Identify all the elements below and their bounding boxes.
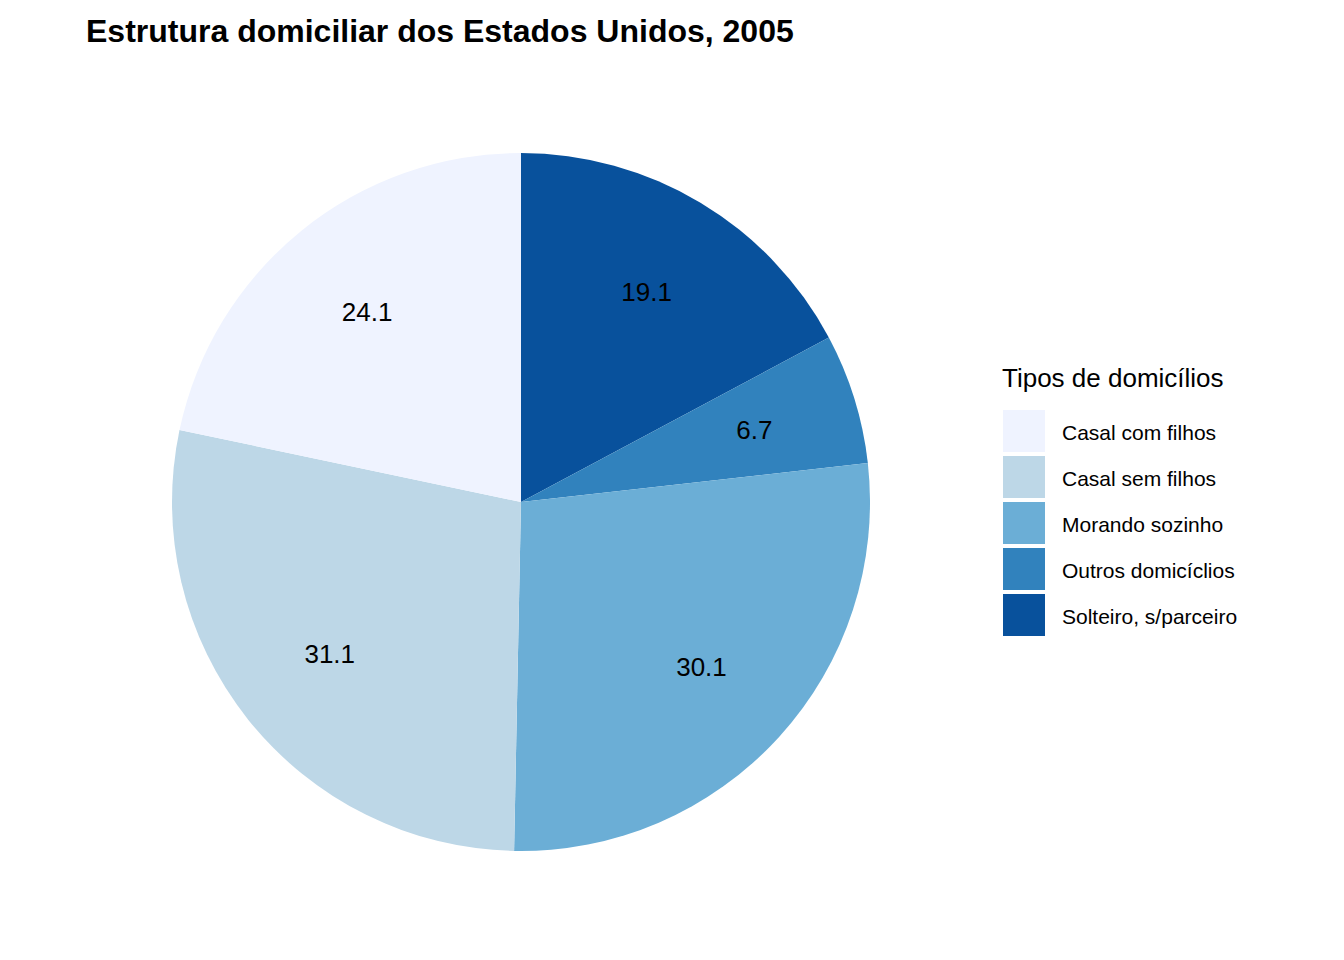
chart: Estrutura domiciliar dos Estados Unidos,… (0, 0, 1344, 960)
legend-key (1003, 456, 1045, 498)
legend-key (1003, 410, 1045, 452)
pie-slice (514, 463, 870, 851)
legend-label: Morando sozinho (1062, 513, 1223, 536)
data-label: 31.1 (304, 639, 355, 669)
legend-label: Casal com filhos (1062, 421, 1216, 444)
legend-label: Solteiro, s/parceiro (1062, 605, 1237, 628)
legend-title: Tipos de domicílios (1002, 363, 1224, 393)
data-label: 6.7 (736, 415, 772, 445)
legend-key (1003, 502, 1045, 544)
data-label: 19.1 (621, 277, 672, 307)
chart-title: Estrutura domiciliar dos Estados Unidos,… (86, 13, 794, 49)
legend-label: Casal sem filhos (1062, 467, 1216, 490)
pie-slice (180, 153, 521, 502)
data-labels: 19.1 6.7 30.1 31.1 24.1 (304, 277, 772, 681)
legend-label: Outros domicíclios (1062, 559, 1235, 582)
legend-key (1003, 548, 1045, 590)
slices (172, 153, 870, 851)
data-label: 24.1 (342, 297, 393, 327)
data-label: 30.1 (676, 652, 727, 682)
legend: Tipos de domicílios Casal com filhos Casal… (1002, 363, 1237, 636)
pie-slice (172, 430, 521, 851)
legend-key (1003, 594, 1045, 636)
